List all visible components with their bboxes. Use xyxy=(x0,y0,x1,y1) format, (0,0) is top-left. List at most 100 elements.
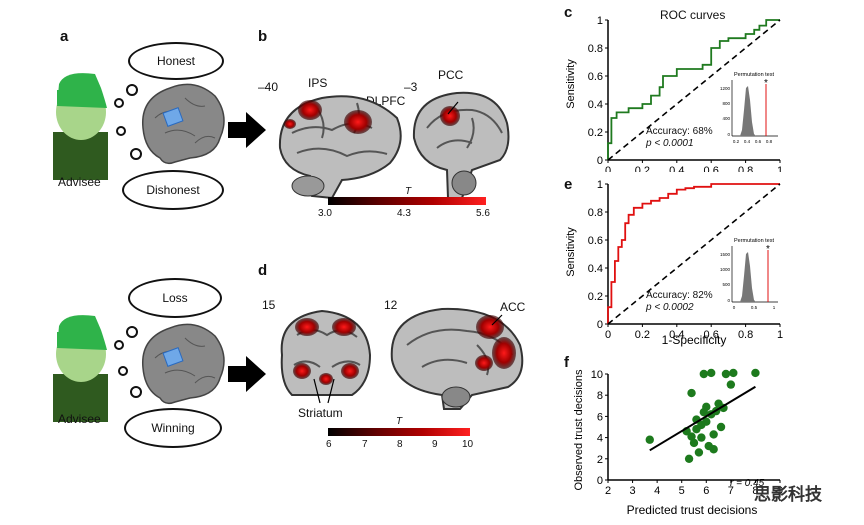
y-tick-label: 4 xyxy=(597,433,603,445)
advisee-figure-top xyxy=(53,73,108,180)
x-tick-label: 7 xyxy=(728,485,734,497)
perm-ytick: 800 xyxy=(722,101,730,106)
thought-bubble-dot xyxy=(116,126,126,136)
thought-bubble-dot xyxy=(130,148,142,160)
advisee-label-top: Advisee xyxy=(58,175,101,189)
ylabel-e: Sensitivity xyxy=(565,227,577,277)
colorbar-d-tick: 8 xyxy=(397,439,403,450)
y-tick-label: 0 xyxy=(597,155,603,167)
x-tick-label: 8 xyxy=(752,485,758,497)
scatter-point xyxy=(709,430,718,439)
x-tick-label: 0.8 xyxy=(738,329,753,341)
brain-illustration-top xyxy=(142,83,225,165)
x-tick-label: 0.8 xyxy=(738,165,753,172)
y-tick-label: 6 xyxy=(597,411,603,423)
panel-d-label: d xyxy=(258,262,268,279)
thought-cloud-loss: Loss xyxy=(128,278,222,318)
x-tick-label: 0.6 xyxy=(704,165,719,172)
advisee-figure-bottom xyxy=(53,315,108,422)
x-tick-label: 4 xyxy=(654,485,660,497)
advisee-label-bottom: Advisee xyxy=(58,412,101,426)
brain-illustration-bottom xyxy=(142,323,225,405)
chance-line-e xyxy=(607,183,781,325)
ylabel-c: Sensitivity xyxy=(565,59,577,109)
perm-histogram xyxy=(740,86,756,136)
colorbar-b-title: T xyxy=(405,186,412,197)
perm-ytick: 1000 xyxy=(720,267,731,272)
scatter-point xyxy=(699,369,709,379)
slice-coordinate-right: 12 xyxy=(384,298,398,312)
y-tick-label: 1 xyxy=(597,179,603,191)
panel-f-label: f xyxy=(564,354,569,371)
x-tick-label: 0 xyxy=(605,329,611,341)
region-label-acc: ACC xyxy=(500,300,526,314)
roc-chart-e: 0 0.2 0.4 0.6 0.8 1 0 0.2 0.4 0.6 0.8 1 Sensitivity… xyxy=(565,179,783,347)
perm-ytick: 400 xyxy=(722,116,730,121)
region-label-ips: IPS xyxy=(308,76,328,90)
colorbar-d-tick: 7 xyxy=(362,439,368,450)
scatter-point xyxy=(687,388,696,398)
panel-e-label: e xyxy=(564,176,573,193)
thought-bubble-dot xyxy=(114,98,124,108)
perm-xtick: 1 xyxy=(773,305,776,310)
y-tick-label: 1 xyxy=(597,15,603,27)
y-tick-label: 10 xyxy=(591,369,603,381)
scatter-point xyxy=(729,368,738,378)
pvalue-e: p < 0.0002 xyxy=(646,302,694,313)
scatter-point xyxy=(709,445,718,454)
perm-xtick: 0.5 xyxy=(751,305,758,310)
scatter-point xyxy=(684,454,694,463)
colorbar-d-tick: 6 xyxy=(326,439,332,450)
xlabel-e: 1-Specificity xyxy=(662,333,727,347)
accuracy-e: Accuracy: 82% xyxy=(646,290,713,301)
scatter-point xyxy=(707,368,716,378)
accuracy-c: Accuracy: 68% xyxy=(646,126,713,137)
colorbar-d-tick: 10 xyxy=(462,439,474,450)
x-tick-label: 9 xyxy=(777,485,783,497)
colorbar-d xyxy=(328,428,470,436)
y-tick-label: 0 xyxy=(597,475,603,487)
y-tick-label: 8 xyxy=(597,390,603,402)
brain-slices-d xyxy=(280,307,524,410)
scatter-point xyxy=(714,399,723,408)
y-tick-label: 0.6 xyxy=(588,71,603,83)
x-tick-label: 5 xyxy=(679,485,685,497)
perm-xtick: 0.8 xyxy=(766,139,773,144)
fit-line xyxy=(649,385,756,452)
xlabel-f: Predicted trust decisions xyxy=(627,503,758,517)
perm-ytick: 1200 xyxy=(720,86,731,91)
scatter-point xyxy=(751,368,760,378)
scatter-point xyxy=(702,417,711,426)
scatter-point xyxy=(721,369,731,379)
x-tick-label: 0.4 xyxy=(669,165,684,172)
y-tick-label: 0.8 xyxy=(588,43,603,55)
y-tick-label: 0 xyxy=(597,319,603,331)
permutation-inset-c: Permutation test 1200 800 400 0 0.2 0.4 … xyxy=(720,72,778,144)
scatter-point xyxy=(689,438,699,448)
thought-bubble-dot xyxy=(118,366,128,376)
thought-bubble-dot xyxy=(130,386,142,398)
x-tick-label: 3 xyxy=(630,485,636,497)
scatter-point xyxy=(645,435,654,444)
perm-title-e: Permutation test xyxy=(734,238,775,244)
perm-star: * xyxy=(766,244,770,255)
slice-coordinate-left: 15 xyxy=(262,298,276,312)
scatter-point xyxy=(726,380,736,389)
colorbar-b xyxy=(328,197,486,205)
arrow-icon xyxy=(228,112,266,148)
colorbar-d-title: T xyxy=(396,416,403,427)
region-label-pcc: PCC xyxy=(438,68,464,82)
perm-ytick: 0 xyxy=(727,132,730,137)
y-tick-label: 0.4 xyxy=(588,263,603,275)
slice-coordinate-left: –40 xyxy=(258,80,279,94)
y-tick-label: 2 xyxy=(597,454,603,466)
x-tick-label: 2 xyxy=(605,485,611,497)
watermark: 思影科技 xyxy=(754,485,822,504)
region-label-striatum: Striatum xyxy=(298,406,343,420)
panel-c-label: c xyxy=(564,4,573,21)
thought-cloud-honest: Honest xyxy=(128,42,224,80)
perm-xtick: 0.4 xyxy=(744,139,751,144)
x-tick-label: 0 xyxy=(605,165,611,172)
perm-xtick: 0.2 xyxy=(733,139,740,144)
